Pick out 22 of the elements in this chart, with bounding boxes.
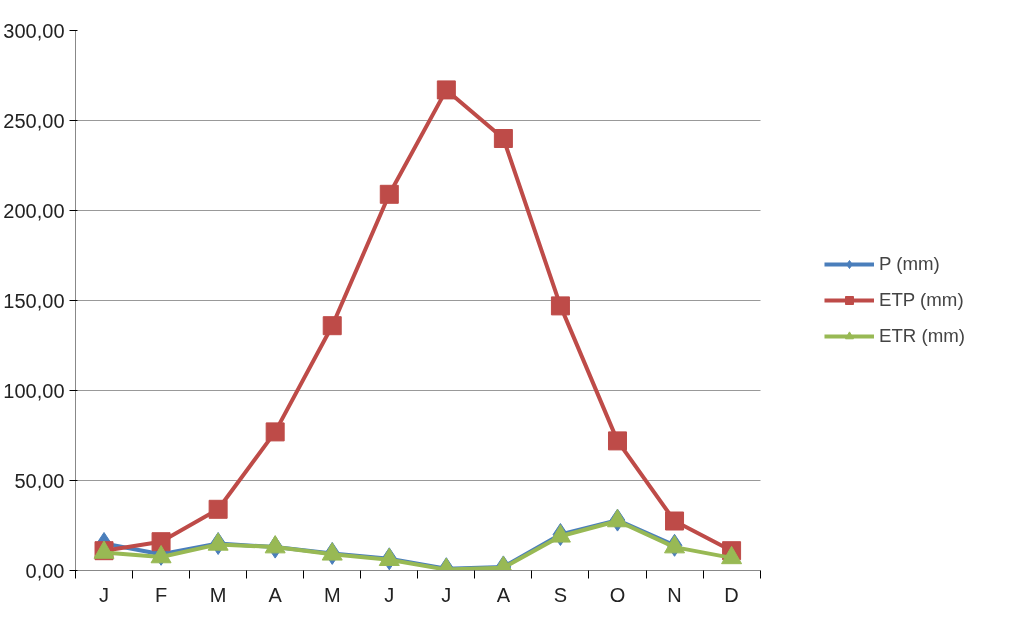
y-tick-label: 0,00	[25, 559, 65, 582]
x-tick-label: J	[441, 583, 452, 606]
x-tick-label: J	[99, 583, 110, 606]
y-tick-label: 200,00	[3, 199, 65, 222]
x-tick-label: A	[268, 583, 283, 606]
y-tick-label: 250,00	[3, 109, 65, 132]
legend-label: ETP (mm)	[878, 289, 964, 311]
x-tick-label: N	[667, 583, 682, 606]
y-tick-label: 150,00	[3, 289, 65, 312]
legend-label: ETR (mm)	[878, 325, 965, 347]
x-tick-label: M	[323, 583, 341, 606]
y-tick-label: 100,00	[3, 379, 65, 402]
x-tick-label: O	[609, 583, 626, 606]
x-tick-label: M	[209, 583, 227, 606]
x-tick-label: D	[724, 583, 739, 606]
x-tick-label: S	[553, 583, 568, 606]
y-tick-label: 300,00	[3, 19, 65, 42]
y-tick-label: 50,00	[14, 469, 65, 492]
x-tick-label: J	[384, 583, 395, 606]
x-tick-label: F	[154, 583, 168, 606]
legend-label: P (mm)	[878, 253, 940, 275]
x-tick-label: A	[496, 583, 511, 606]
